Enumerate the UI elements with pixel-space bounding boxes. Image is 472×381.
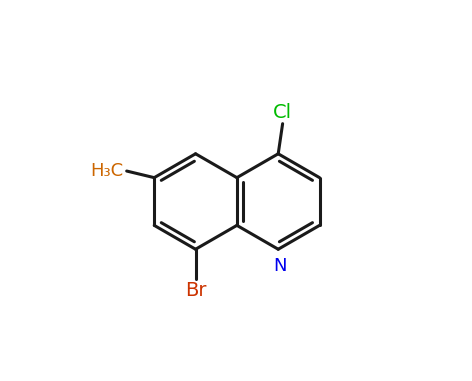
Text: Br: Br bbox=[185, 281, 206, 300]
Text: N: N bbox=[273, 257, 287, 275]
Text: Cl: Cl bbox=[273, 103, 292, 122]
Text: H₃C: H₃C bbox=[91, 162, 124, 180]
